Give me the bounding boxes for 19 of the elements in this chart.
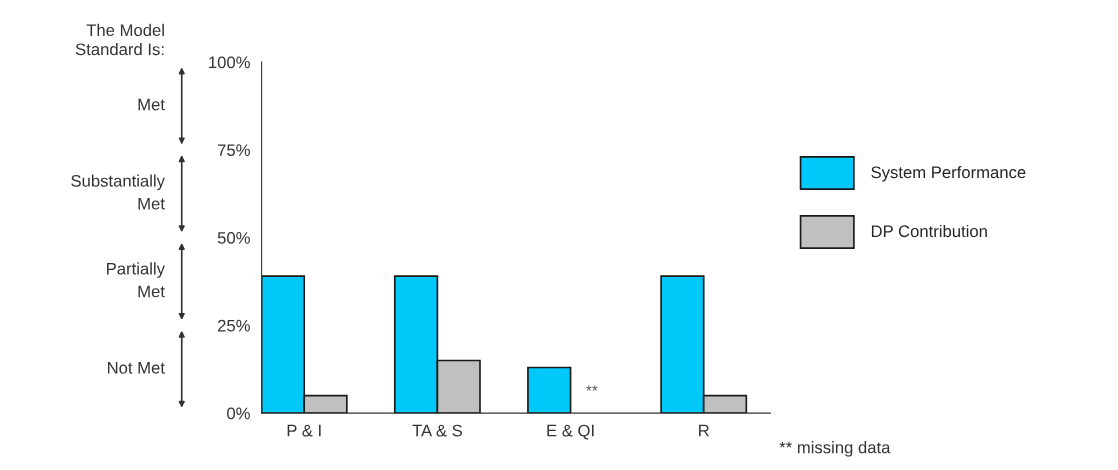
text: Partially Met	[107, 262, 165, 298]
y-tick-label: 100%	[209, 56, 250, 69]
x-tick-label: E & QI	[547, 424, 594, 440]
legend-label: System Performance	[871, 166, 1026, 182]
y-tick-label: 25%	[217, 319, 250, 332]
annotation: **	[586, 385, 598, 391]
y-tick-label: 75%	[218, 144, 250, 157]
text: Substantially Met	[71, 174, 165, 210]
x-tick-label: TA & S	[412, 424, 462, 437]
x-tick-label: P & I	[287, 424, 321, 437]
legend-label: DP Contribution	[871, 224, 987, 238]
y-tick-label: 0%	[227, 407, 250, 420]
text: ** missing data	[779, 441, 891, 457]
bar	[527, 366, 572, 414]
x-tick-label: R	[699, 424, 709, 437]
text: Not Met	[107, 362, 165, 374]
text: The Model Standard Is:	[75, 23, 164, 56]
y-tick-label: 50%	[217, 231, 250, 244]
text: Met	[138, 98, 165, 111]
